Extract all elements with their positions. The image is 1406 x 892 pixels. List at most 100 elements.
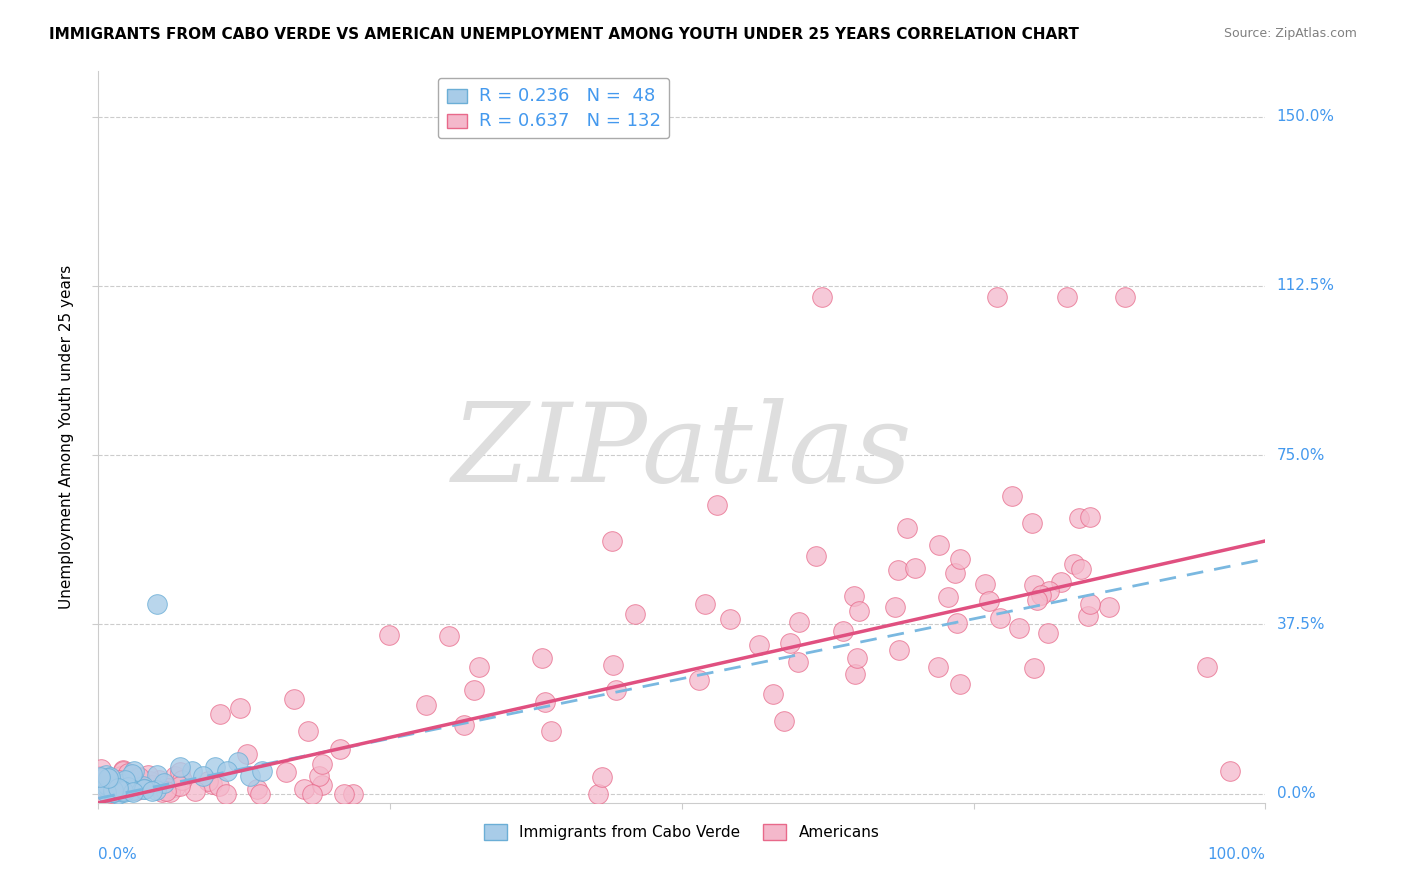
Point — [153, 776, 176, 790]
Point — [97, 771, 120, 785]
Point — [103, 785, 125, 799]
Point — [948, 677, 970, 691]
Point — [112, 774, 135, 789]
Point — [530, 651, 553, 665]
Point — [623, 607, 645, 621]
Point — [122, 783, 145, 797]
Point — [228, 755, 250, 769]
Point — [928, 538, 950, 552]
Point — [1195, 660, 1218, 674]
Legend: Immigrants from Cabo Verde, Americans: Immigrants from Cabo Verde, Americans — [478, 818, 886, 847]
Point — [979, 594, 1001, 608]
Point — [973, 577, 995, 591]
Point — [283, 692, 305, 706]
Point — [787, 615, 810, 630]
Point — [136, 768, 159, 782]
Point — [117, 773, 139, 788]
Point — [887, 562, 910, 576]
Point — [96, 778, 118, 792]
Point — [301, 787, 323, 801]
Point — [98, 770, 121, 784]
Point — [94, 768, 117, 782]
Point — [377, 628, 399, 642]
Point — [120, 783, 142, 797]
Point — [848, 604, 870, 618]
Point — [949, 551, 972, 566]
Point — [297, 724, 319, 739]
Point — [1078, 510, 1101, 524]
Point — [163, 780, 186, 794]
Point — [748, 638, 770, 652]
Point — [112, 764, 135, 778]
Point — [89, 769, 111, 783]
Point — [105, 781, 128, 796]
Point — [148, 772, 170, 787]
Point — [110, 769, 132, 783]
Text: 112.5%: 112.5% — [1277, 278, 1334, 293]
Point — [1067, 511, 1090, 525]
Point — [101, 785, 124, 799]
Point — [308, 769, 330, 783]
Point — [101, 782, 124, 797]
Point — [602, 657, 624, 672]
Point — [1026, 593, 1049, 607]
Point — [135, 777, 157, 791]
Point — [415, 698, 437, 712]
Point — [93, 771, 115, 785]
Point — [904, 561, 927, 575]
Point — [105, 775, 128, 789]
Point — [105, 780, 128, 795]
Point — [122, 784, 145, 798]
Point — [453, 718, 475, 732]
Text: 75.0%: 75.0% — [1277, 448, 1324, 463]
Point — [90, 762, 112, 776]
Point — [1008, 621, 1031, 635]
Point — [117, 765, 139, 780]
Point — [117, 780, 139, 794]
Text: 100.0%: 100.0% — [1208, 847, 1265, 862]
Point — [121, 766, 143, 780]
Point — [197, 773, 219, 788]
Point — [688, 673, 710, 687]
Point — [112, 785, 135, 799]
Point — [773, 714, 796, 729]
Point — [1219, 764, 1241, 779]
Point — [111, 785, 134, 799]
Point — [101, 775, 124, 789]
Point — [236, 747, 259, 762]
Point — [150, 784, 173, 798]
Point — [943, 566, 966, 580]
Point — [1063, 557, 1085, 571]
Point — [110, 783, 132, 797]
Point — [1029, 588, 1052, 602]
Text: 37.5%: 37.5% — [1277, 617, 1324, 632]
Point — [139, 773, 162, 788]
Point — [204, 760, 226, 774]
Point — [134, 781, 156, 796]
Point — [1080, 597, 1102, 611]
Point — [468, 659, 491, 673]
Point — [107, 787, 129, 801]
Point — [107, 781, 129, 796]
Point — [229, 701, 252, 715]
Point — [463, 683, 485, 698]
Text: ZIPatlas: ZIPatlas — [451, 398, 912, 506]
Point — [588, 787, 610, 801]
Point — [437, 629, 460, 643]
Point — [124, 764, 146, 778]
Point — [779, 636, 801, 650]
Point — [887, 643, 910, 657]
Point — [311, 778, 333, 792]
Point — [96, 778, 118, 792]
Point — [155, 778, 177, 792]
Y-axis label: Unemployment Among Youth under 25 years: Unemployment Among Youth under 25 years — [59, 265, 75, 609]
Point — [159, 785, 181, 799]
Point — [115, 780, 138, 794]
Point — [215, 787, 238, 801]
Point — [128, 770, 150, 784]
Point — [250, 764, 273, 779]
Point — [141, 784, 163, 798]
Point — [96, 785, 118, 799]
Point — [112, 763, 135, 777]
Point — [333, 787, 356, 801]
